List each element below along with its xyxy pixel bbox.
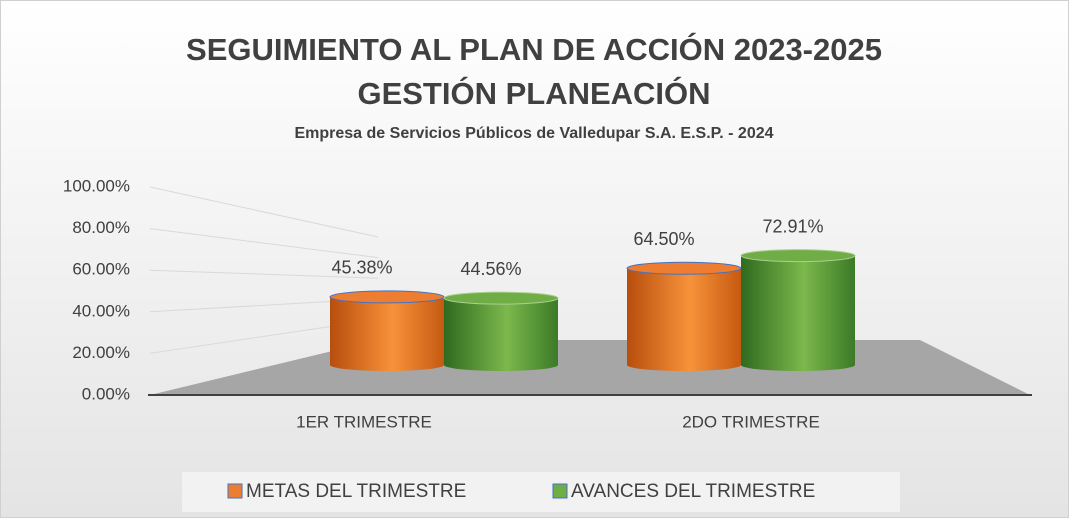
y-tick-label: 60.00% — [72, 260, 130, 279]
bar — [626, 261, 742, 371]
bar-part — [741, 255, 855, 371]
data-label: 45.38% — [331, 258, 392, 278]
x-tick-label: 2DO TRIMESTRE — [682, 412, 820, 431]
bar-part — [444, 298, 558, 371]
bar — [740, 249, 856, 371]
legend-swatch — [227, 483, 243, 499]
legend — [182, 472, 900, 512]
grid-line — [149, 186, 379, 238]
legend-label: METAS DEL TRIMESTRE — [246, 481, 466, 502]
bar-part — [443, 291, 559, 305]
bar — [329, 290, 445, 371]
data-label: 44.56% — [460, 259, 521, 279]
legend-swatch — [552, 483, 568, 499]
bar — [443, 291, 559, 371]
bar-part — [626, 261, 742, 275]
y-tick-label: 20.00% — [72, 343, 130, 362]
bar-part — [627, 268, 741, 371]
chart-title: SEGUIMIENTO AL PLAN DE ACCIÓN 2023-2025 — [186, 31, 882, 67]
bar-part — [740, 249, 856, 263]
grid-line — [149, 269, 379, 279]
chart-title: GESTIÓN PLANEACIÓN — [357, 75, 710, 111]
data-label: 72.91% — [762, 216, 823, 236]
data-label: 64.50% — [633, 229, 694, 249]
bar-part — [330, 296, 444, 371]
x-tick-label: 1ER TRIMESTRE — [296, 412, 432, 431]
chart-subtitle: Empresa de Servicios Públicos de Valledu… — [294, 125, 773, 142]
bar-part — [329, 290, 445, 304]
y-tick-label: 100.00% — [63, 176, 130, 195]
y-tick-label: 0.00% — [82, 384, 130, 403]
y-tick-label: 40.00% — [72, 301, 130, 320]
legend-label: AVANCES DEL TRIMESTRE — [571, 481, 815, 502]
grid-line — [149, 228, 379, 259]
y-tick-label: 80.00% — [72, 218, 130, 237]
